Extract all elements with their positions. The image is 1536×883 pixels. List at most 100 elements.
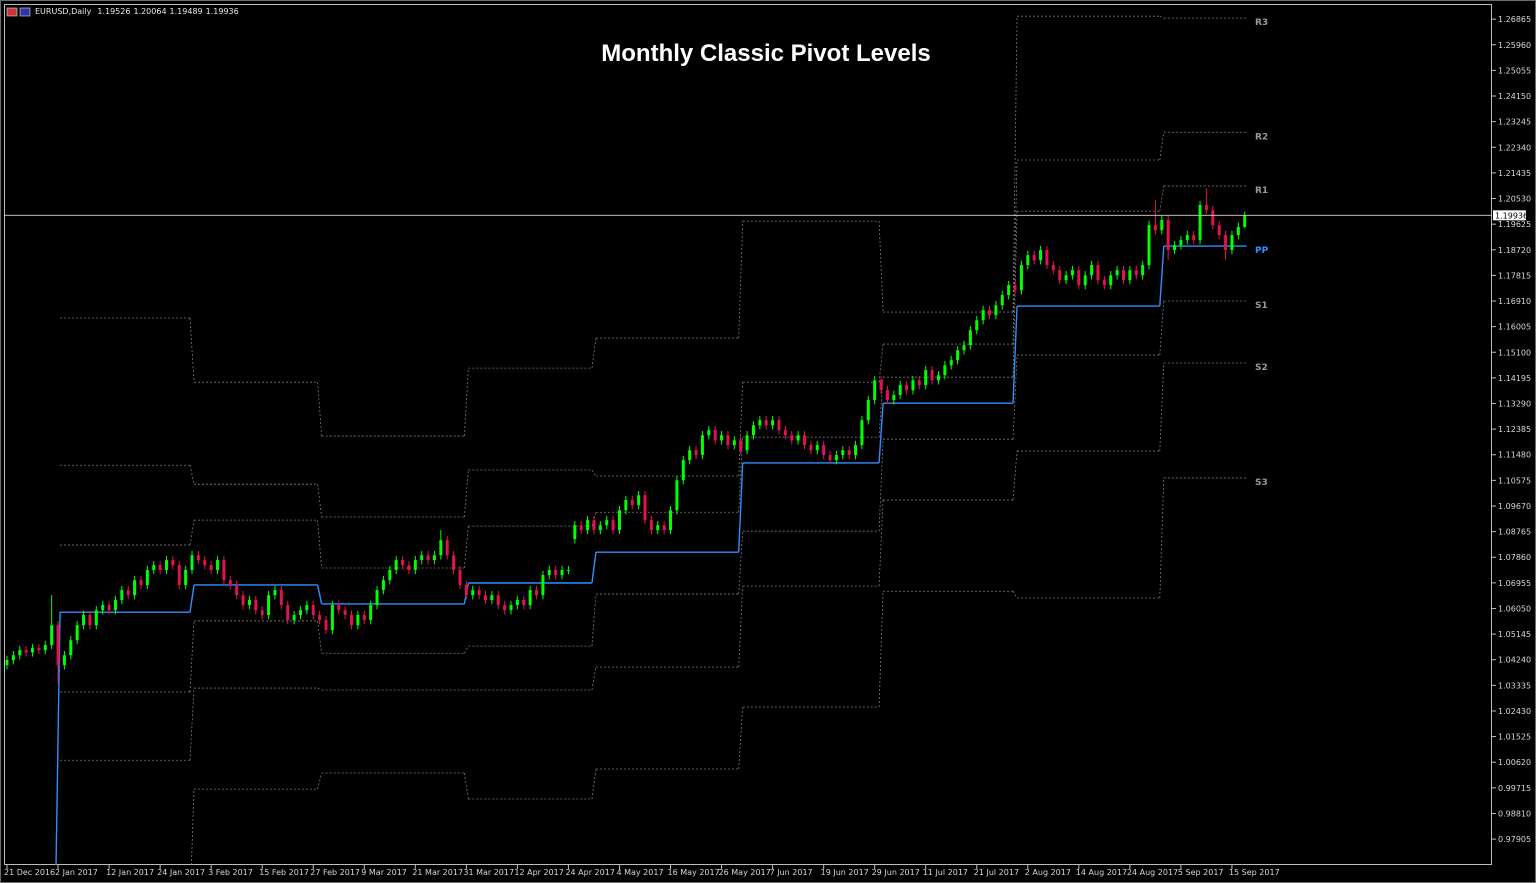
candle-body: [171, 560, 175, 566]
y-tick-label: 1.01525: [1498, 733, 1531, 742]
candle-body: [949, 360, 953, 366]
candle-body: [222, 560, 226, 581]
candle-body: [1013, 285, 1017, 291]
candle-body: [452, 555, 456, 570]
y-tick-label: 0.98810: [1498, 809, 1531, 818]
candle-body: [624, 500, 628, 511]
candle-body: [962, 345, 966, 351]
candle-body: [598, 525, 602, 531]
candle-body: [541, 575, 545, 596]
candle-body: [216, 560, 220, 570]
candle-body: [407, 565, 411, 570]
x-tick-label: 21 Mar 2017: [412, 868, 463, 877]
candle-body: [841, 450, 845, 456]
candle-body: [1077, 270, 1081, 286]
axes: 1.26865 1.25960 1.25055 1.24150 1.23245 1.223…: [4, 15, 1531, 877]
candle-body: [547, 569, 551, 576]
level-label: R3: [1255, 18, 1268, 28]
candle-body: [69, 640, 73, 656]
x-tick-label: 5 Sep 2017: [1178, 868, 1224, 877]
y-tick-label: 1.05145: [1498, 630, 1531, 639]
candle-body: [707, 430, 711, 436]
candle-body: [892, 395, 896, 401]
level-connector: [878, 591, 884, 708]
x-tick-label: 21 Dec 2016: [4, 868, 55, 877]
candle-body: [879, 380, 883, 391]
y-tick-label: 0.97905: [1498, 835, 1531, 844]
candle-body: [139, 580, 143, 585]
candle-body: [318, 614, 322, 621]
candle-body: [611, 520, 615, 531]
candle-body: [828, 455, 832, 461]
level-connector: [317, 620, 323, 654]
level-connector: [463, 368, 469, 437]
candle-body: [605, 520, 609, 526]
candle-body: [1045, 250, 1049, 266]
candle-body: [522, 599, 526, 606]
x-tick-label: 16 May 2017: [668, 868, 720, 877]
candle-body: [381, 580, 385, 591]
candle-body: [535, 590, 539, 596]
level-connector: [189, 584, 195, 613]
candle-body: [362, 614, 366, 621]
level-connector: [190, 789, 195, 865]
candle-body: [777, 420, 781, 431]
level-connector: [738, 437, 744, 513]
candle-body: [1134, 270, 1138, 276]
candle-body: [592, 520, 596, 531]
candle-body: [1000, 295, 1004, 306]
candle-body: [1096, 265, 1100, 281]
level-connector: [1159, 185, 1165, 212]
candle-body: [1243, 215, 1247, 227]
candle-body: [1141, 265, 1145, 276]
level-connector: [1012, 16, 1018, 313]
level-connector: [1159, 15, 1164, 19]
y-tick-label: 1.12385: [1498, 425, 1531, 434]
candle-body: [860, 420, 864, 446]
candle-body: [388, 569, 392, 581]
candle-body: [834, 455, 838, 461]
candle-body: [675, 480, 679, 511]
candle-body: [279, 590, 283, 606]
candle-body: [1147, 225, 1151, 266]
candle-body: [764, 420, 768, 426]
level-connector: [189, 317, 195, 383]
candle-body: [554, 569, 558, 576]
level-connector: [317, 382, 323, 437]
candle-body: [573, 525, 577, 540]
candle-body: [273, 590, 277, 596]
y-tick-label: 1.08765: [1498, 528, 1531, 537]
level-connector: [1012, 159, 1018, 345]
price-label: 1.19936: [1495, 211, 1528, 220]
level-connector: [591, 469, 597, 477]
candle-body: [809, 445, 813, 451]
level-connector: [738, 462, 744, 553]
x-tick-label: 4 May 2017: [616, 868, 663, 877]
candle-body: [426, 555, 430, 561]
candle-body: [637, 495, 641, 506]
candle-body: [1204, 205, 1208, 211]
y-tick-label: 0.99715: [1498, 784, 1531, 793]
close-value: 1.19936: [206, 7, 239, 16]
candle-body: [337, 605, 341, 611]
candle-body: [145, 569, 149, 585]
candle-body: [1064, 275, 1068, 281]
candle-body: [209, 565, 213, 570]
candle-body: [413, 560, 417, 570]
candle-body: [994, 305, 998, 316]
y-tick-label: 1.06050: [1498, 604, 1531, 613]
candle-body: [350, 614, 354, 626]
candle-body: [1115, 270, 1119, 276]
candle-body: [11, 655, 15, 661]
candle-body: [866, 400, 870, 421]
level-connector: [463, 526, 469, 569]
candle-body: [803, 435, 806, 446]
y-tick-label: 1.22340: [1498, 143, 1531, 152]
candle-body: [822, 445, 826, 456]
price-label-box: [1493, 210, 1526, 221]
candle-body: [771, 420, 775, 426]
level-label: R2: [1255, 132, 1268, 142]
y-tick-label: 1.06955: [1498, 579, 1531, 588]
